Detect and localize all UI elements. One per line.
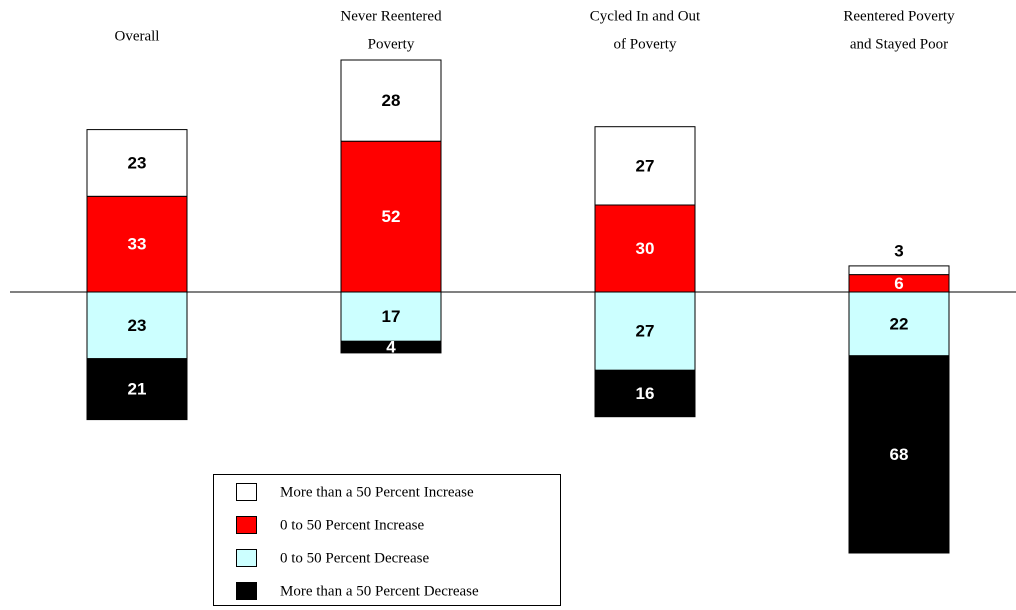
value-label: 4 (386, 338, 396, 357)
category-label: Cycled In and Out (590, 8, 701, 24)
category-label: Poverty (368, 36, 415, 52)
value-label: 3 (894, 241, 903, 260)
legend-swatch (236, 483, 257, 501)
legend-label: More than a 50 Percent Increase (280, 484, 474, 500)
value-label: 52 (382, 207, 401, 226)
bar-segment (340, 340, 442, 354)
bar-segment (594, 369, 696, 418)
category-label: Reentered Poverty (843, 8, 955, 24)
bar-segment (86, 358, 188, 421)
value-label: 27 (636, 322, 655, 341)
category-label: and Stayed Poor (850, 36, 948, 52)
value-label: 23 (128, 153, 147, 172)
value-label: 6 (894, 274, 903, 293)
legend-swatch (236, 582, 257, 600)
bar-segment (86, 195, 188, 293)
bar-segment (340, 59, 442, 142)
category-label: of Poverty (614, 36, 677, 52)
value-label: 30 (636, 239, 655, 258)
value-label: 23 (128, 316, 147, 335)
bar-segment (848, 265, 950, 276)
legend-box (213, 474, 561, 606)
category-label: Never Reentered (340, 8, 442, 24)
value-label: 68 (890, 445, 909, 464)
value-label: 27 (636, 156, 655, 175)
value-label: 28 (382, 91, 401, 110)
category-label: Overall (115, 28, 160, 44)
bar-segment (340, 140, 442, 293)
bar-segment (86, 129, 188, 197)
bar-segment (594, 126, 696, 206)
value-label: 21 (128, 380, 147, 399)
legend-label: More than a 50 Percent Decrease (280, 583, 479, 599)
value-label: 33 (128, 235, 147, 254)
bar-segment (594, 204, 696, 293)
legend-label: 0 to 50 Percent Decrease (280, 550, 429, 566)
legend-label: 0 to 50 Percent Increase (280, 517, 424, 533)
legend-swatch (236, 549, 257, 567)
legend-swatch (236, 516, 257, 534)
value-label: 22 (890, 314, 909, 333)
value-label: 16 (636, 384, 655, 403)
value-label: 17 (382, 307, 401, 326)
bar-segment (848, 355, 950, 554)
